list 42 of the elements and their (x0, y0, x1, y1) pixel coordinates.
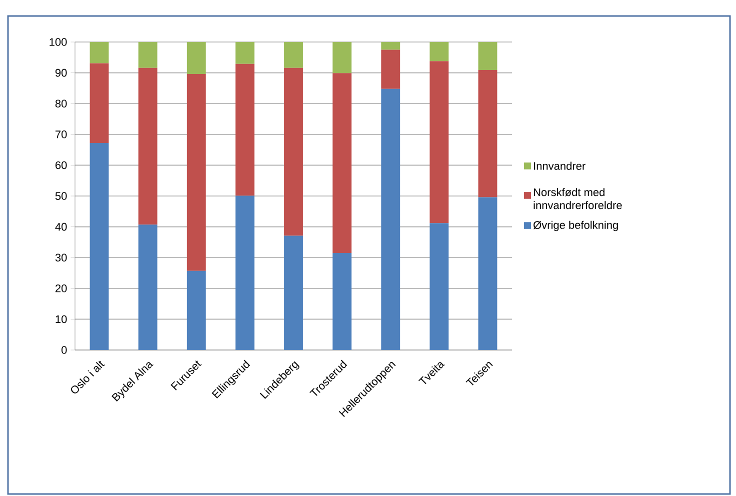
bar (90, 143, 109, 350)
bar (478, 70, 498, 198)
bar (138, 224, 158, 350)
bar (430, 61, 449, 224)
y-tick-label: 100 (50, 38, 67, 46)
bar (381, 88, 400, 350)
bar (430, 223, 449, 350)
bar (235, 42, 254, 64)
bar (235, 196, 254, 350)
bar (186, 270, 206, 350)
y-tick-label: 20 (56, 284, 67, 292)
bar (90, 42, 109, 64)
bar (235, 64, 254, 196)
bar (138, 42, 158, 68)
x-tick-label: Oslo i alt (71, 360, 105, 394)
bar (381, 42, 400, 50)
y-tick-label: 80 (55, 100, 67, 108)
bar (284, 68, 303, 236)
y-tick-label: 40 (55, 222, 67, 231)
bar (332, 42, 352, 74)
bar (186, 42, 206, 74)
bar (90, 63, 109, 144)
bar (478, 197, 498, 350)
bar (332, 252, 352, 350)
legend-label: Norskfødt med innvandrerforeldre (534, 188, 622, 210)
y-tick-label: 10 (56, 315, 67, 324)
legend-label: Øvrige befolkning (533, 220, 618, 232)
bar (186, 74, 206, 271)
y-tick-label: 50 (55, 192, 67, 200)
bar (138, 68, 158, 225)
bar (284, 42, 303, 68)
y-tick-label: 70 (56, 130, 67, 138)
bar (381, 50, 400, 89)
bar (478, 42, 498, 70)
y-tick-label: 30 (55, 254, 67, 262)
y-tick-label: 60 (56, 161, 67, 170)
y-tick-label: 90 (55, 68, 67, 77)
legend-label: Innvandrer (534, 162, 586, 170)
bar (430, 42, 449, 62)
y-tick-label: 0 (62, 346, 67, 354)
bar (332, 73, 352, 253)
bar (284, 236, 303, 350)
